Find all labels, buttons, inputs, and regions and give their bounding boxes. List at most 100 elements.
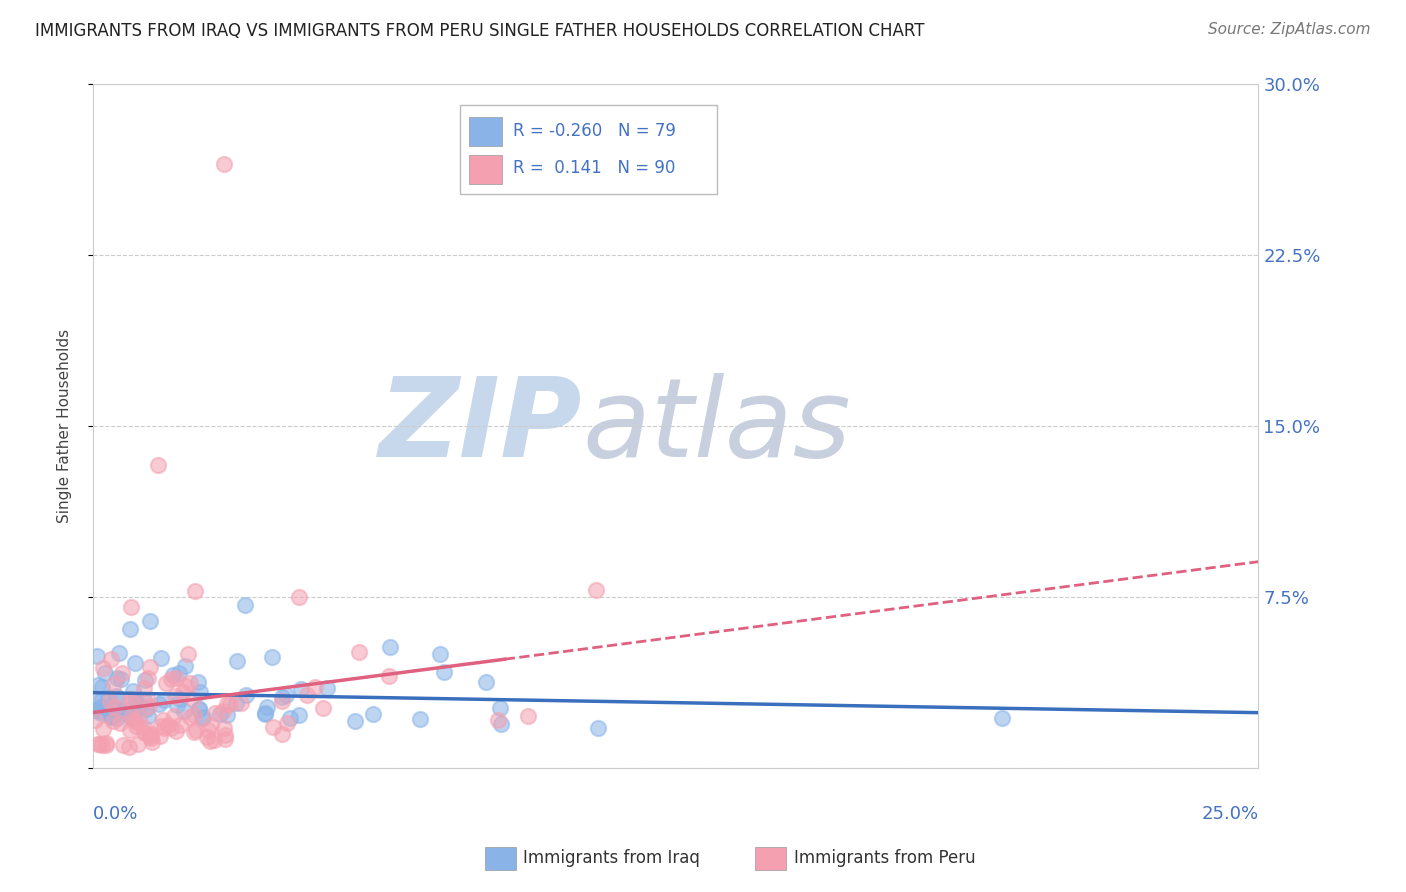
Point (110, 672, 132, 686)
FancyBboxPatch shape (470, 117, 502, 146)
Point (122, 711, 145, 725)
Point (94, 736, 117, 750)
Point (183, 708, 205, 723)
Point (98, 694, 121, 708)
Point (108, 703, 131, 717)
Point (295, 688, 318, 702)
Text: 0.0%: 0.0% (93, 805, 138, 823)
Point (121, 692, 143, 706)
Point (361, 706, 384, 721)
Point (122, 713, 145, 727)
Point (262, 720, 284, 734)
Point (181, 691, 204, 706)
Point (165, 689, 187, 703)
Point (288, 590, 311, 604)
Point (86, 737, 108, 751)
Point (124, 656, 146, 670)
Text: Immigrants from Iraq: Immigrants from Iraq (523, 849, 700, 867)
Point (117, 708, 139, 723)
Point (118, 740, 141, 755)
Point (108, 646, 131, 660)
Text: IMMIGRANTS FROM IRAQ VS IMMIGRANTS FROM PERU SINGLE FATHER HOUSEHOLDS CORRELATIO: IMMIGRANTS FROM IRAQ VS IMMIGRANTS FROM … (35, 22, 925, 40)
Text: Immigrants from Peru: Immigrants from Peru (794, 849, 976, 867)
Point (347, 645, 370, 659)
Point (90, 738, 112, 752)
Point (91, 681, 114, 695)
Y-axis label: Single Father Households: Single Father Households (58, 329, 72, 523)
Point (489, 701, 512, 715)
Point (125, 697, 148, 711)
Point (214, 731, 236, 746)
Point (134, 726, 156, 740)
Point (433, 665, 456, 679)
Point (271, 727, 294, 741)
Point (83, 703, 105, 717)
Text: ZIP: ZIP (380, 373, 582, 480)
Point (149, 651, 172, 665)
Point (212, 157, 235, 171)
Point (278, 711, 301, 725)
Point (91, 661, 114, 675)
Point (134, 673, 156, 687)
Point (197, 723, 219, 738)
Point (378, 640, 401, 654)
Point (316, 681, 339, 695)
Point (585, 582, 607, 597)
Point (87, 704, 110, 718)
Point (378, 669, 401, 683)
Point (276, 716, 298, 731)
Point (169, 692, 191, 706)
Point (208, 706, 231, 721)
Point (105, 689, 128, 703)
Point (104, 702, 127, 716)
Point (120, 692, 142, 706)
Point (138, 698, 160, 713)
Point (516, 709, 538, 723)
Point (160, 722, 183, 736)
Point (120, 702, 142, 716)
Point (163, 709, 186, 723)
Point (165, 671, 187, 685)
Point (304, 680, 326, 694)
Point (344, 714, 367, 728)
Point (121, 708, 143, 723)
Point (136, 708, 159, 723)
Text: Source: ZipAtlas.com: Source: ZipAtlas.com (1208, 22, 1371, 37)
Point (120, 723, 142, 737)
Point (122, 684, 145, 698)
Point (104, 700, 127, 714)
Point (188, 702, 211, 716)
Point (166, 723, 188, 738)
Point (89, 737, 111, 751)
Point (132, 725, 155, 739)
Point (235, 688, 257, 702)
Point (214, 721, 236, 735)
Point (136, 671, 159, 685)
Point (274, 688, 297, 702)
Point (169, 717, 191, 731)
Point (200, 734, 222, 748)
Point (159, 672, 181, 686)
Point (149, 719, 172, 733)
Point (214, 728, 236, 742)
Point (271, 694, 294, 708)
Point (100, 710, 122, 724)
Point (91, 691, 114, 706)
Point (475, 675, 498, 690)
Point (96, 739, 118, 753)
Point (179, 709, 201, 723)
Point (94, 666, 117, 681)
Point (125, 719, 148, 733)
Point (229, 697, 252, 711)
Text: 25.0%: 25.0% (1201, 805, 1258, 823)
Point (111, 666, 134, 681)
Point (586, 722, 609, 736)
Point (124, 693, 146, 707)
Point (149, 729, 172, 743)
Point (89, 700, 111, 714)
Point (108, 715, 131, 730)
Point (174, 680, 197, 694)
Point (429, 647, 451, 661)
Point (132, 681, 155, 695)
Point (155, 675, 177, 690)
